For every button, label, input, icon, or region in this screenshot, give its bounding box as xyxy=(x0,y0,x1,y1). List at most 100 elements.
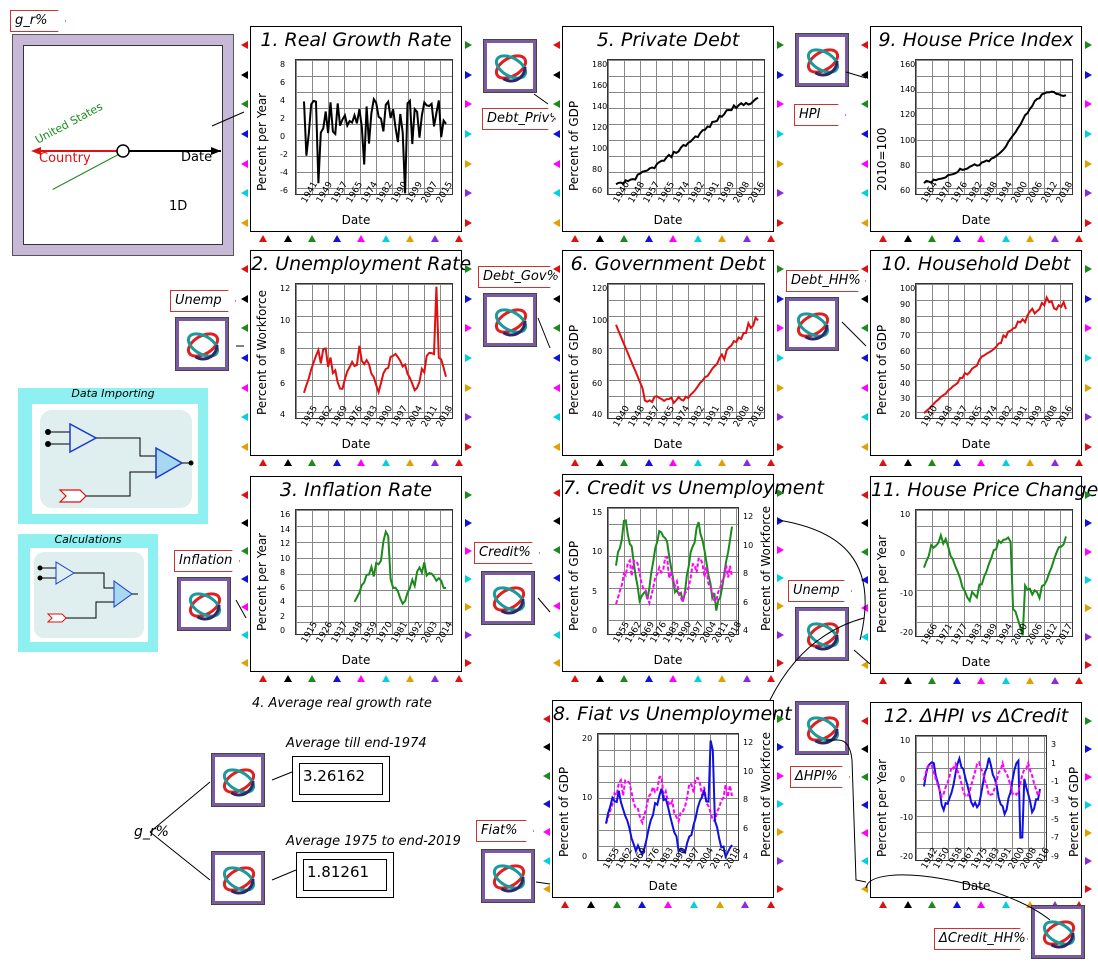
port-marker[interactable] xyxy=(553,219,560,227)
port-marker[interactable] xyxy=(718,235,726,242)
port-marker[interactable] xyxy=(430,459,439,466)
port-marker[interactable] xyxy=(553,100,560,109)
port-marker[interactable] xyxy=(308,235,316,242)
port-marker[interactable] xyxy=(879,901,887,908)
port-marker[interactable] xyxy=(543,771,550,780)
port-marker[interactable] xyxy=(977,677,985,684)
flag-hpi[interactable]: HPI xyxy=(794,104,846,126)
port-marker[interactable] xyxy=(571,675,579,682)
port-marker[interactable] xyxy=(861,324,868,333)
port-marker[interactable] xyxy=(777,41,784,49)
port-marker[interactable] xyxy=(465,383,472,392)
port-marker[interactable] xyxy=(465,575,472,583)
port-marker[interactable] xyxy=(543,885,550,893)
port-marker[interactable] xyxy=(1026,459,1034,466)
chart-panel[interactable]: 7. Credit vs Unemployment 1955 1962 1969 197… xyxy=(553,474,824,682)
port-marker[interactable] xyxy=(561,901,569,908)
port-marker[interactable] xyxy=(465,70,472,79)
port-marker[interactable] xyxy=(553,324,560,333)
port-marker[interactable] xyxy=(861,70,868,79)
port-marker[interactable] xyxy=(455,675,463,682)
port-marker[interactable] xyxy=(861,661,868,669)
port-marker[interactable] xyxy=(1085,41,1092,49)
port-marker[interactable] xyxy=(777,800,784,808)
port-marker[interactable] xyxy=(308,675,316,682)
port-marker[interactable] xyxy=(543,743,550,752)
port-marker[interactable] xyxy=(381,459,390,466)
port-marker[interactable] xyxy=(241,519,248,527)
port-marker[interactable] xyxy=(553,413,560,422)
port-marker[interactable] xyxy=(879,459,887,466)
port-marker[interactable] xyxy=(1085,547,1092,556)
port-marker[interactable] xyxy=(241,491,248,499)
port-marker[interactable] xyxy=(465,294,472,303)
port-marker[interactable] xyxy=(1085,576,1092,584)
port-marker[interactable] xyxy=(1085,294,1092,303)
port-marker[interactable] xyxy=(357,675,365,682)
port-marker[interactable] xyxy=(777,265,784,273)
port-marker[interactable] xyxy=(952,459,961,466)
port-marker[interactable] xyxy=(777,743,784,752)
port-marker[interactable] xyxy=(777,856,784,865)
chart-panel[interactable]: 12. ΔHPI vs ΔCredit 1942 1950 1958 1967 1975 1… xyxy=(861,702,1092,908)
port-marker[interactable] xyxy=(861,383,868,392)
port-marker[interactable] xyxy=(465,547,472,555)
port-marker[interactable] xyxy=(241,70,248,79)
port-marker[interactable] xyxy=(465,443,472,451)
port-marker[interactable] xyxy=(861,773,868,781)
port-marker[interactable] xyxy=(861,41,868,49)
flag-dhpi[interactable]: ΔHPI% xyxy=(790,766,850,788)
port-marker[interactable] xyxy=(241,603,248,611)
port-marker[interactable] xyxy=(1050,459,1059,466)
gr-input-label[interactable]: g_r% xyxy=(134,824,169,840)
port-marker[interactable] xyxy=(1085,491,1092,499)
port-marker[interactable] xyxy=(861,632,868,641)
port-marker[interactable] xyxy=(553,354,560,362)
port-marker[interactable] xyxy=(1050,901,1059,908)
variable-node-icon[interactable] xyxy=(795,33,849,87)
port-marker[interactable] xyxy=(1001,901,1010,908)
port-marker[interactable] xyxy=(861,519,868,528)
port-marker[interactable] xyxy=(553,602,560,611)
variable-node-icon[interactable] xyxy=(211,851,265,905)
port-marker[interactable] xyxy=(1075,677,1083,684)
port-marker[interactable] xyxy=(767,901,775,908)
axis-definition-panel[interactable]: United States Country Date 1D xyxy=(12,34,234,256)
port-marker[interactable] xyxy=(241,443,248,451)
port-marker[interactable] xyxy=(241,265,248,273)
port-marker[interactable] xyxy=(553,41,560,49)
port-marker[interactable] xyxy=(861,717,868,725)
variable-node-icon[interactable] xyxy=(177,577,231,631)
flag-debt-priv[interactable]: Debt_Priv% xyxy=(482,108,556,130)
port-marker[interactable] xyxy=(928,677,936,684)
port-marker[interactable] xyxy=(465,324,472,333)
port-marker[interactable] xyxy=(693,675,702,682)
port-marker[interactable] xyxy=(777,100,784,109)
port-marker[interactable] xyxy=(1085,801,1092,809)
port-marker[interactable] xyxy=(742,675,751,682)
port-marker[interactable] xyxy=(465,265,472,273)
port-marker[interactable] xyxy=(465,659,472,667)
port-marker[interactable] xyxy=(620,235,628,242)
port-marker[interactable] xyxy=(1085,745,1092,753)
port-marker[interactable] xyxy=(777,489,784,497)
port-marker[interactable] xyxy=(777,70,784,79)
port-marker[interactable] xyxy=(357,459,365,466)
variable-node-icon[interactable] xyxy=(481,849,535,903)
port-marker[interactable] xyxy=(543,856,550,865)
port-marker[interactable] xyxy=(465,100,472,109)
port-marker[interactable] xyxy=(1085,100,1092,109)
port-marker[interactable] xyxy=(669,675,677,682)
port-marker[interactable] xyxy=(777,324,784,333)
port-marker[interactable] xyxy=(861,491,868,499)
port-marker[interactable] xyxy=(861,745,868,753)
port-marker[interactable] xyxy=(928,459,936,466)
port-marker[interactable] xyxy=(465,159,472,168)
port-marker[interactable] xyxy=(381,235,390,242)
port-marker[interactable] xyxy=(638,901,647,908)
port-marker[interactable] xyxy=(620,675,628,682)
port-marker[interactable] xyxy=(1085,717,1092,725)
port-marker[interactable] xyxy=(861,265,868,273)
port-marker[interactable] xyxy=(283,235,292,242)
port-marker[interactable] xyxy=(259,675,267,682)
